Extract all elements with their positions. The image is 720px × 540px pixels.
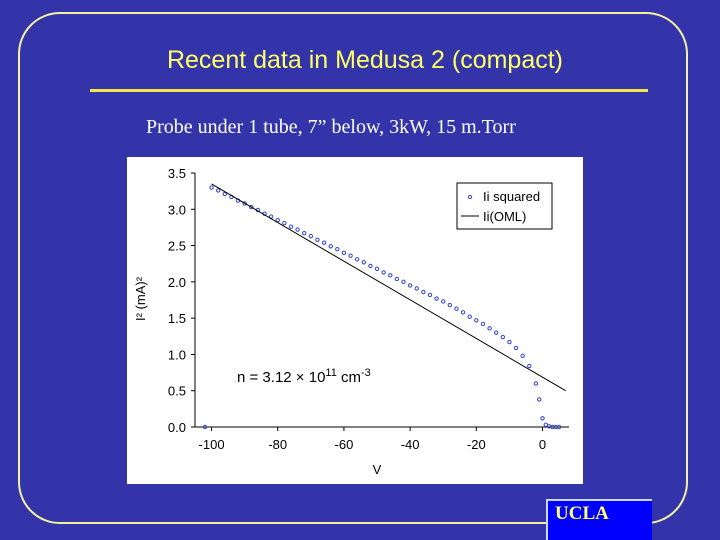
slide-frame bbox=[18, 12, 688, 524]
y-tick-label: 0.0 bbox=[168, 420, 186, 435]
data-point bbox=[447, 302, 453, 308]
y-tick-label: 3.5 bbox=[168, 166, 186, 181]
data-point bbox=[441, 299, 446, 304]
x-tick-label: -100 bbox=[199, 437, 225, 452]
y-tick-label: 0.5 bbox=[168, 384, 186, 399]
data-point bbox=[533, 381, 539, 386]
data-point bbox=[537, 397, 542, 402]
data-point bbox=[209, 185, 214, 190]
data-point bbox=[540, 416, 545, 421]
data-point bbox=[474, 318, 479, 323]
ucla-badge-label: UCLA bbox=[555, 503, 609, 524]
data-point bbox=[249, 204, 254, 210]
x-tick-label: -80 bbox=[268, 437, 287, 452]
legend-marker-ii-squared bbox=[467, 194, 473, 200]
data-point bbox=[308, 233, 314, 239]
data-point bbox=[556, 424, 562, 430]
data-point bbox=[480, 321, 486, 327]
data-point bbox=[374, 266, 380, 271]
data-point bbox=[202, 424, 208, 430]
data-point bbox=[434, 296, 439, 301]
x-tick-label: -40 bbox=[401, 437, 420, 452]
data-point bbox=[493, 330, 499, 335]
data-point bbox=[454, 306, 459, 311]
data-point bbox=[354, 257, 360, 262]
y-tick-label: 1.5 bbox=[168, 311, 186, 326]
oml-fit-line bbox=[211, 183, 566, 392]
data-point bbox=[341, 250, 347, 256]
data-point bbox=[513, 345, 519, 351]
data-point bbox=[467, 314, 472, 319]
chart-axes: -100 -80 -60 -40 -20 0 0.0 0.5 1.0 1.5 2.0 2.5 3.0 3.… bbox=[168, 166, 569, 452]
chart-marks bbox=[202, 183, 566, 430]
data-point bbox=[487, 326, 492, 331]
legend-label-ii-squared: Ii squared bbox=[483, 189, 540, 204]
data-point bbox=[335, 247, 340, 252]
y-tick-label: 2.5 bbox=[168, 239, 186, 254]
legend-box bbox=[456, 182, 553, 230]
data-point bbox=[507, 339, 512, 345]
x-tick-label: -20 bbox=[467, 437, 486, 452]
density-annotation: n = 3.12 × 1011 cm-3 bbox=[237, 367, 371, 386]
y-tick-label: 3.0 bbox=[168, 202, 186, 217]
data-point bbox=[520, 353, 525, 359]
data-point bbox=[215, 188, 221, 193]
data-point bbox=[368, 263, 373, 269]
y-tick-label: 2.0 bbox=[168, 275, 186, 290]
data-point bbox=[321, 240, 327, 245]
data-point bbox=[407, 283, 413, 288]
data-point bbox=[527, 363, 532, 369]
chart-legend: Ii squared Ii(OML) bbox=[456, 182, 553, 230]
x-axis-label: V bbox=[373, 462, 382, 477]
slide-subtitle: Probe under 1 tube, 7” below, 3kW, 15 m.… bbox=[146, 116, 516, 138]
slide-title: Recent data in Medusa 2 (compact) bbox=[166, 46, 564, 74]
data-point bbox=[421, 289, 426, 295]
data-point bbox=[295, 227, 300, 232]
data-point bbox=[500, 334, 506, 340]
data-point bbox=[427, 292, 433, 298]
data-point bbox=[242, 201, 247, 206]
y-tick-label: 1.0 bbox=[168, 347, 186, 362]
x-tick-label: -60 bbox=[335, 437, 354, 452]
legend-label-ii-oml: Ii(OML) bbox=[483, 209, 526, 224]
data-point bbox=[401, 279, 406, 285]
data-point bbox=[381, 270, 386, 275]
data-point bbox=[288, 224, 294, 229]
data-point bbox=[315, 237, 320, 242]
data-point bbox=[328, 244, 333, 249]
title-underline bbox=[90, 89, 648, 92]
ucla-badge: UCLA bbox=[546, 499, 652, 540]
data-point bbox=[348, 253, 353, 258]
data-point bbox=[388, 273, 393, 278]
data-point bbox=[361, 260, 366, 265]
data-point bbox=[414, 286, 419, 291]
data-point bbox=[460, 310, 466, 315]
data-point bbox=[282, 220, 287, 226]
y-axis-label: I² (mA)² bbox=[133, 276, 148, 321]
chart-panel: -100 -80 -60 -40 -20 0 0.0 0.5 1.0 1.5 2.0 2.5 3.0 3.… bbox=[127, 157, 583, 484]
x-tick-label: 0 bbox=[539, 437, 546, 452]
data-point bbox=[275, 217, 280, 223]
data-point bbox=[302, 231, 307, 236]
data-point bbox=[222, 191, 227, 197]
data-point bbox=[394, 276, 400, 282]
chart-svg: -100 -80 -60 -40 -20 0 0.0 0.5 1.0 1.5 2.0 2.5 3.0 3.… bbox=[133, 166, 569, 477]
